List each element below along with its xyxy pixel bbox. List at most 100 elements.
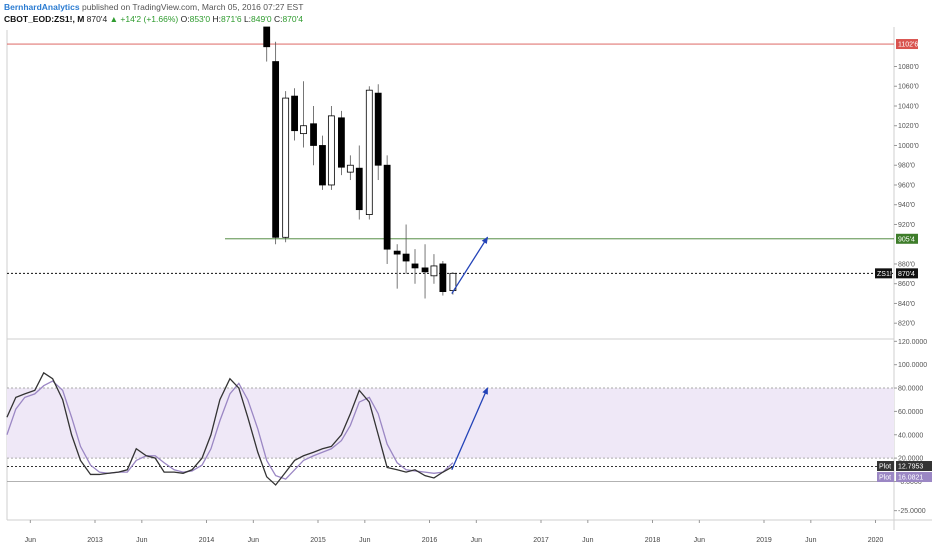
price-tick-label: 1040'0 bbox=[898, 103, 919, 110]
price-tick-label: 860'0 bbox=[898, 281, 915, 288]
oscillator-tick-label: -25.0000 bbox=[898, 508, 926, 515]
oscillator-tick-label: 100.0000 bbox=[898, 362, 927, 369]
oscillator-tick-label: -0.0000 bbox=[898, 479, 922, 486]
price-tick-label: 880'0 bbox=[898, 261, 915, 268]
time-tick-label: 2016 bbox=[422, 537, 438, 544]
last-price-tag-bg bbox=[896, 268, 918, 279]
candle-body bbox=[374, 92, 382, 166]
oscillator-projection-arrow bbox=[451, 387, 489, 471]
last-price: 870'4 bbox=[86, 14, 108, 24]
price-level-tag-bg bbox=[896, 39, 918, 50]
candle-body bbox=[355, 167, 363, 211]
time-tick-label: 2013 bbox=[87, 537, 103, 544]
candle-body bbox=[346, 164, 354, 173]
candle-body bbox=[291, 95, 298, 132]
horizontal-levels bbox=[7, 43, 894, 240]
price-projection-arrow bbox=[451, 236, 489, 294]
oscillator-value-tag: 12.7953 bbox=[898, 464, 923, 471]
price-level-tag-bg bbox=[896, 233, 918, 244]
time-tick-label: Jun bbox=[694, 537, 705, 544]
oscillator-value-tag-bg bbox=[896, 461, 932, 472]
close-label: C: bbox=[273, 14, 283, 24]
price-tick-label: 1080'0 bbox=[898, 64, 919, 71]
oscillator-tick-label: 60.0000 bbox=[898, 409, 923, 416]
candle-body bbox=[327, 115, 335, 186]
price-tick-label: 940'0 bbox=[898, 202, 915, 209]
candle-body bbox=[411, 263, 419, 269]
oscillator-series-tag-bg bbox=[877, 472, 894, 483]
price-tick-label: 840'0 bbox=[898, 301, 915, 308]
candle-body bbox=[365, 89, 373, 215]
candle-body bbox=[272, 61, 280, 238]
candle-body bbox=[439, 263, 447, 293]
open-label: O: bbox=[180, 14, 190, 24]
price-change: +14'2 (+1.66%) bbox=[120, 14, 179, 24]
time-tick-label: Jun bbox=[136, 537, 147, 544]
publish-line: BernhardAnalytics published on TradingVi… bbox=[4, 1, 924, 13]
high-value: 871'6 bbox=[221, 14, 242, 24]
time-tick-label: Jun bbox=[359, 537, 370, 544]
low-label: L: bbox=[243, 14, 252, 24]
price-tick-label: 1060'0 bbox=[898, 84, 919, 91]
time-tick-label: Jun bbox=[248, 537, 259, 544]
candles bbox=[263, 26, 457, 299]
candle-body bbox=[319, 145, 326, 186]
time-tick-label: 2014 bbox=[199, 537, 215, 544]
price-level-tag: 1102'6 bbox=[898, 42, 918, 49]
oscillator-tick-label: 40.0000 bbox=[898, 432, 923, 439]
time-tick-label: 2018 bbox=[645, 537, 661, 544]
symbol-tag-bg bbox=[875, 268, 892, 279]
time-tick-label: 2015 bbox=[310, 537, 326, 544]
price-tick-label: 960'0 bbox=[898, 182, 915, 189]
candle-body bbox=[421, 267, 429, 273]
oscillator-band bbox=[7, 388, 894, 459]
low-value: 849'0 bbox=[251, 14, 272, 24]
symbol-label[interactable]: CBOT_EOD:ZS1!, M bbox=[4, 14, 85, 24]
oscillator-tick-label: 20.0000 bbox=[898, 456, 923, 463]
close-value: 870'4 bbox=[282, 14, 303, 24]
candle-body bbox=[402, 253, 410, 262]
price-tick-label: 920'0 bbox=[898, 222, 915, 229]
candle-body bbox=[338, 117, 345, 168]
price-tick-label: 980'0 bbox=[898, 163, 915, 170]
price-tick-label: 1020'0 bbox=[898, 123, 919, 130]
time-tick-label: Jun bbox=[582, 537, 593, 544]
chart-header: BernhardAnalytics published on TradingVi… bbox=[4, 1, 924, 27]
publish-info: published on TradingView.com, March 05, … bbox=[81, 2, 304, 12]
oscillator-line bbox=[6, 371, 454, 486]
candle-body bbox=[282, 97, 290, 238]
oscillator-line bbox=[6, 380, 454, 480]
axis-tags: 1102'6 905'4 ZS1! 870'4 Plot 12.7953 Plot 16.08… bbox=[875, 39, 932, 483]
time-tick-label: 2020 bbox=[868, 537, 884, 544]
price-tick-label: 1000'0 bbox=[898, 143, 919, 150]
candle-body bbox=[393, 250, 401, 255]
candle-body bbox=[383, 164, 391, 250]
oscillator-axis: 120.0000 100.0000 80.0000 60.0000 40.0000 20.… bbox=[894, 339, 927, 515]
oscillator-tick-label: 80.0000 bbox=[898, 386, 923, 393]
ohlc-line: CBOT_EOD:ZS1!, M 870'4 ▲ +14'2 (+1.66%) … bbox=[4, 13, 924, 25]
oscillator-series-tag-bg bbox=[877, 461, 894, 472]
oscillator-tick-label: 120.0000 bbox=[898, 339, 927, 346]
oscillator-value-tag-bg bbox=[896, 472, 932, 483]
candle-body bbox=[430, 265, 438, 277]
oscillator-value-tag: 16.0821 bbox=[898, 475, 923, 482]
oscillator-series bbox=[6, 371, 894, 486]
price-tick-label: 820'0 bbox=[898, 321, 915, 328]
price-level-tag: 905'4 bbox=[898, 236, 915, 243]
author-link[interactable]: BernhardAnalytics bbox=[4, 2, 80, 12]
up-triangle-icon: ▲ bbox=[109, 14, 118, 24]
high-label: H: bbox=[212, 14, 222, 24]
candle-body bbox=[263, 26, 271, 48]
time-axis: Jun 2013 Jun 2014 Jun 2015 Jun 2016 Jun 2017 Jun 20… bbox=[25, 520, 884, 544]
time-tick-label: Jun bbox=[805, 537, 816, 544]
time-tick-label: 2017 bbox=[533, 537, 549, 544]
open-value: 853'0 bbox=[189, 14, 211, 24]
candle-body bbox=[310, 123, 317, 146]
oscillator-series-tag: Plot bbox=[879, 464, 891, 471]
oscillator-series-tag: Plot bbox=[879, 475, 891, 482]
time-tick-label: Jun bbox=[471, 537, 482, 544]
time-tick-label: Jun bbox=[25, 537, 36, 544]
time-tick-label: 2019 bbox=[756, 537, 772, 544]
symbol-tag: ZS1! bbox=[877, 271, 892, 278]
